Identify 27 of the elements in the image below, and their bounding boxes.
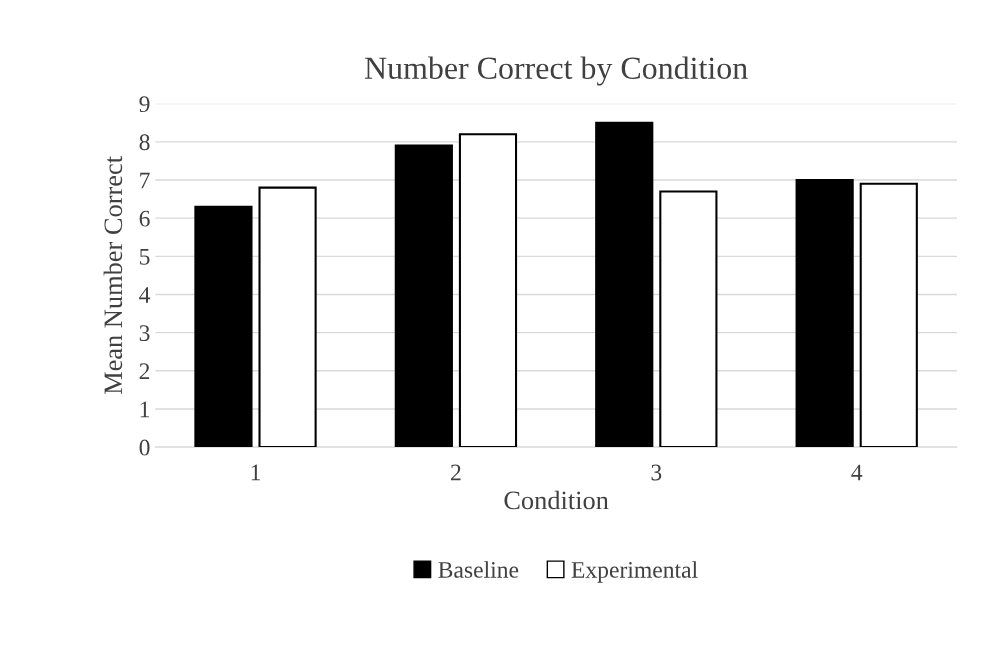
y-tick-label: 7 bbox=[140, 172, 150, 189]
bar bbox=[659, 190, 718, 448]
x-tick-label: 2 bbox=[451, 464, 461, 481]
bar bbox=[458, 133, 518, 448]
y-tick-label: 5 bbox=[140, 249, 150, 265]
y-tick-label: 6 bbox=[139, 210, 150, 227]
x-tick-label: 4 bbox=[851, 464, 863, 481]
y-tick-label: 8 bbox=[139, 134, 150, 151]
y-tick-label: 9 bbox=[139, 96, 150, 113]
chart-title: Number Correct by Condition bbox=[364, 56, 748, 86]
y-tick-label: 2 bbox=[139, 363, 150, 379]
y-axis-title: Mean Number Correct bbox=[103, 156, 123, 395]
bar bbox=[394, 144, 453, 448]
bar bbox=[194, 205, 253, 448]
bar bbox=[595, 121, 654, 448]
x-tick-label: 3 bbox=[651, 464, 662, 481]
bar bbox=[859, 182, 918, 448]
bar bbox=[795, 178, 854, 448]
y-tick-label: 1 bbox=[140, 401, 150, 418]
y-tick-label: 4 bbox=[139, 287, 151, 303]
x-tick-label: 1 bbox=[251, 464, 260, 481]
bar bbox=[258, 186, 317, 448]
y-tick-label: 3 bbox=[139, 325, 150, 342]
x-axis-title: Condition bbox=[504, 490, 609, 510]
y-tick-label: 0 bbox=[139, 439, 150, 456]
legend-label: Experimental bbox=[571, 561, 698, 583]
legend-label: Baseline bbox=[438, 561, 519, 578]
